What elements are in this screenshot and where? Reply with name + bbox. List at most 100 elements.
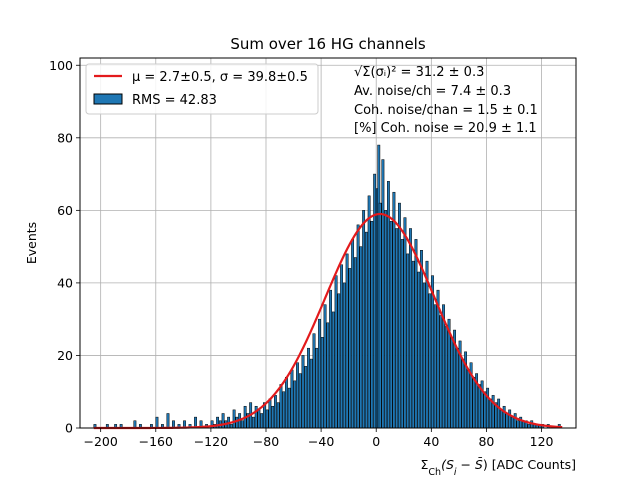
histogram-bar-127: [499, 409, 503, 429]
legend-fit-label: μ = 2.7±0.5, σ = 39.8±0.5: [132, 70, 308, 85]
annotation-coh-percent: [%] Coh. noise = 20.9 ± 1.1: [354, 121, 537, 136]
histogram-bar-77: [364, 231, 368, 429]
x-tick-label-5: 0: [372, 434, 380, 449]
histogram-bar-104: [436, 289, 440, 429]
histogram-bar-57: [309, 358, 313, 429]
histogram-bar-132: [513, 413, 517, 429]
histogram-bar-87: [389, 220, 393, 429]
histogram-bar-64: [329, 289, 332, 429]
histogram-bar-107: [444, 326, 448, 429]
histogram-bar-92: [403, 217, 407, 429]
histogram-bar-12: [166, 413, 170, 429]
histogram-bar-85: [384, 210, 388, 429]
histogram-bar-59: [315, 347, 319, 429]
histogram-bar-25: [221, 413, 225, 429]
histogram-bar-61: [320, 337, 324, 429]
y-tick-label-2: 40: [57, 275, 73, 290]
x-axis-label-expr: (S: [441, 457, 454, 472]
histogram-bar-43: [271, 405, 275, 429]
histogram-bar-128: [502, 405, 506, 429]
histogram-bar-129: [505, 413, 509, 429]
histogram-bar-105: [439, 315, 443, 429]
histogram-bar-137: [527, 424, 531, 429]
x-tick-label-3: −80: [253, 434, 279, 449]
histogram-bar-48: [285, 376, 288, 429]
x-axis-label: ΣCh(Si − S̄) [ADC Counts]: [421, 457, 577, 478]
histogram-bar-83: [378, 202, 382, 429]
histogram-bar-93: [406, 253, 410, 429]
histogram-bar-68: [340, 264, 343, 429]
histogram-bar-69: [342, 282, 346, 429]
y-tick-label-5: 100: [49, 58, 73, 73]
histogram-bar-88: [392, 191, 396, 429]
y-axis-ticks: 0 20 40 60 80 100: [49, 58, 80, 436]
histogram-bar-28: [229, 424, 233, 429]
x-tick-label-8: 120: [530, 434, 554, 449]
histogram-bar-117: [472, 376, 476, 429]
y-tick-label-3: 60: [57, 203, 73, 218]
histogram-bar-103: [433, 304, 437, 429]
histogram-bar-101: [428, 293, 432, 429]
histogram-bar-10: [155, 416, 159, 429]
histogram-bar-75: [359, 246, 363, 429]
histogram-bar-44: [274, 395, 277, 429]
histogram-bar-78: [367, 195, 371, 429]
histogram-bar-102: [431, 275, 434, 429]
histogram-bar-30: [235, 416, 239, 429]
histogram-bar-111: [455, 347, 459, 429]
histogram-bar-53: [298, 373, 302, 429]
histogram-bar-49: [287, 387, 291, 429]
histogram-bar-70: [345, 253, 349, 429]
histogram-bar-55: [304, 366, 308, 429]
histogram-bar-42: [268, 398, 272, 429]
histogram-bar-84: [381, 159, 385, 429]
histogram-bar-50: [290, 369, 294, 429]
x-axis-label-unit: ) [ADC Counts]: [483, 457, 576, 472]
histogram-bar-97: [417, 271, 421, 429]
plot-frame: [79, 57, 577, 429]
histogram-bar-98: [420, 250, 423, 429]
annotation-avg-noise: Av. noise/ch = 7.4 ± 0.3: [354, 84, 511, 99]
histogram-bar-62: [323, 304, 327, 429]
histogram-bar-54: [301, 355, 305, 429]
histogram-bar-39: [260, 413, 264, 429]
histogram-bar-130: [508, 409, 512, 429]
annotation-sqrt-sum: √Σ(σᵢ)² = 31.2 ± 0.3: [354, 65, 484, 80]
annotation-coh-noise: Coh. noise/chan = 1.5 ± 0.1: [354, 103, 538, 118]
histogram-bar-41: [265, 409, 269, 429]
histogram-bar-119: [477, 384, 481, 429]
histogram-bar-126: [497, 398, 501, 429]
y-tick-label-1: 20: [57, 348, 73, 363]
x-axis-label-rest: − S̄: [457, 457, 483, 472]
histogram-bar-79: [370, 220, 374, 429]
histogram-bar-66: [334, 275, 338, 429]
histogram-bar-67: [337, 293, 341, 429]
x-axis-label-sub-i: i: [454, 467, 457, 478]
x-axis-ticks: −200 −160 −120 −80 −40 0 40 80 120: [83, 428, 554, 449]
histogram-bar-131: [510, 416, 514, 429]
histogram-bar-73: [353, 257, 357, 429]
histogram-bar-74: [356, 224, 360, 429]
histogram-bar-45: [276, 402, 280, 429]
legend-rms-label: RMS = 42.83: [132, 93, 217, 108]
histogram-bar-115: [466, 369, 470, 429]
histogram-bar-51: [293, 380, 297, 429]
x-tick-label-1: −160: [139, 434, 173, 449]
histogram-bar-38: [257, 409, 261, 429]
histogram-bar-58: [312, 333, 316, 429]
histogram-bar-90: [398, 202, 401, 429]
x-tick-label-7: 80: [478, 434, 494, 449]
histogram-bar-91: [400, 239, 404, 429]
x-tick-label-6: 40: [423, 434, 439, 449]
y-tick-label-0: 0: [65, 421, 73, 436]
x-axis-label-sigma: Σ: [421, 457, 429, 472]
histogram-bar-121: [483, 391, 487, 429]
x-tick-label-2: −120: [194, 434, 228, 449]
histogram-bar-89: [395, 228, 399, 429]
y-axis-label: Events: [24, 222, 39, 264]
histogram-bar-109: [450, 337, 454, 429]
histogram-bar-100: [425, 260, 429, 429]
x-axis-label-sub: Ch: [428, 467, 441, 478]
histogram-bars: [93, 144, 561, 429]
